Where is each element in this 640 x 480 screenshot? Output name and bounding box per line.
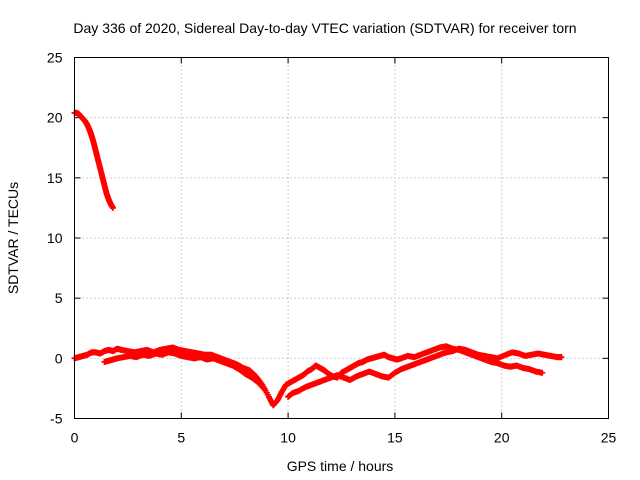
y-axis-label: SDTVAR / TECUs (5, 182, 21, 294)
axis-ticks: 0 5 10 15 20 25 -5 0 5 10 15 20 25 (47, 50, 617, 446)
chart-title: Day 336 of 2020, Sidereal Day-to-day VTE… (73, 20, 576, 36)
x-tick-label: 10 (280, 430, 296, 446)
y-tick-label: 15 (47, 170, 63, 186)
series-secondary-track (101, 345, 565, 400)
x-axis-label: GPS time / hours (287, 458, 394, 474)
data-point (558, 354, 565, 361)
x-tick-label: 0 (71, 430, 79, 446)
data-point (109, 204, 116, 211)
x-tick-label: 20 (494, 430, 510, 446)
grid (74, 57, 609, 419)
series-upper-track (71, 109, 116, 211)
y-tick-label: 25 (47, 50, 63, 66)
x-tick-label: 25 (601, 430, 617, 446)
y-tick-label: 5 (55, 290, 63, 306)
plot-frame (74, 57, 609, 419)
x-tick-label: 5 (177, 430, 185, 446)
data-point (261, 386, 268, 393)
y-tick-label: 0 (55, 350, 63, 366)
data-point (539, 369, 546, 376)
y-tick-label: 10 (47, 230, 63, 246)
y-tick-label: -5 (50, 411, 63, 427)
x-tick-label: 15 (387, 430, 403, 446)
y-tick-label: 20 (47, 110, 63, 126)
data-series (71, 109, 565, 409)
